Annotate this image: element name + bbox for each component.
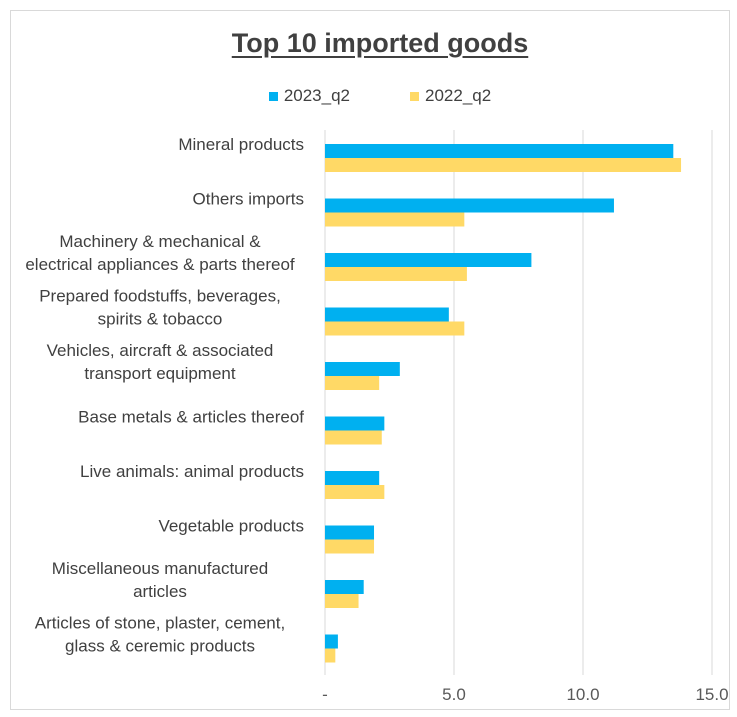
bar-2022: [325, 539, 375, 554]
x-tick-label: 10.0: [566, 685, 599, 704]
category-label: Miscellaneous manufactured articles: [52, 559, 268, 601]
bar-2022: [325, 485, 385, 499]
bar-2022: [325, 594, 359, 608]
bar-2023: [325, 471, 380, 485]
category-label: Prepared foodstuffs, beverages, spirits &…: [39, 287, 281, 329]
category-label-line: Vehicles, aircraft & associated: [47, 341, 274, 360]
bar-2023: [325, 362, 400, 376]
category-label-line: Live animals: animal products: [80, 462, 304, 481]
legend-label-2022: 2022_q2: [425, 86, 492, 105]
category-label: Others imports: [193, 190, 304, 209]
category-label: Vegetable products: [158, 517, 304, 536]
category-label: Live animals: animal products: [80, 462, 304, 481]
category-label: Vehicles, aircraft & associated transport…: [47, 341, 274, 383]
bar-2023: [325, 416, 385, 431]
bar-2022: [325, 267, 467, 281]
category-label: Mineral products: [178, 135, 304, 154]
category-label-line: Mineral products: [178, 135, 304, 154]
bar-2023: [325, 580, 364, 594]
bar-2022: [325, 158, 682, 172]
legend-label-2023: 2023_q2: [283, 86, 350, 105]
legend: 2023_q2 2022_q2: [0, 86, 737, 106]
x-tick-label: 5.0: [442, 685, 466, 704]
bar-2022: [325, 376, 380, 390]
category-label-line: Machinery & mechanical &: [59, 232, 261, 251]
category-label-line: Miscellaneous manufactured: [52, 559, 268, 578]
bar-2022: [325, 648, 336, 663]
category-label-line: Others imports: [193, 190, 304, 209]
bar-2023: [325, 525, 375, 540]
bar-2023: [325, 307, 449, 322]
legend-swatch-2023: [268, 91, 278, 101]
bar-2023: [325, 253, 532, 267]
bar-2022: [325, 212, 465, 227]
bar-2022: [325, 321, 465, 336]
legend-item-2023: 2023_q2: [268, 86, 350, 106]
category-label-line: glass & ceremic products: [65, 637, 255, 656]
category-label-line: transport equipment: [84, 364, 235, 383]
bar-2023: [325, 144, 674, 158]
category-label-line: electrical appliances & parts thereof: [25, 255, 295, 274]
legend-item-2022: 2022_q2: [410, 86, 491, 106]
bar-2022: [325, 430, 382, 445]
category-label-line: Base metals & articles thereof: [78, 408, 304, 427]
category-label-line: spirits & tobacco: [98, 310, 223, 329]
category-label: Articles of stone, plaster, cement, glass…: [35, 614, 285, 656]
category-label: Base metals & articles thereof: [78, 408, 304, 427]
category-label: Machinery & mechanical & electrical appli…: [25, 232, 295, 274]
chart-title: Top 10 imported goods: [231, 28, 529, 58]
bar-2023: [325, 198, 614, 213]
legend-swatch-2022: [410, 91, 419, 101]
category-label-line: Vegetable products: [158, 517, 304, 536]
x-tick-label: -: [322, 685, 328, 704]
category-label-line: articles: [133, 582, 187, 601]
bar-2023: [325, 634, 338, 649]
chart-frame: [10, 10, 730, 710]
x-tick-label: 15.0: [695, 685, 728, 704]
category-label-line: Prepared foodstuffs, beverages,: [39, 287, 281, 306]
category-label-line: Articles of stone, plaster, cement,: [35, 614, 285, 633]
